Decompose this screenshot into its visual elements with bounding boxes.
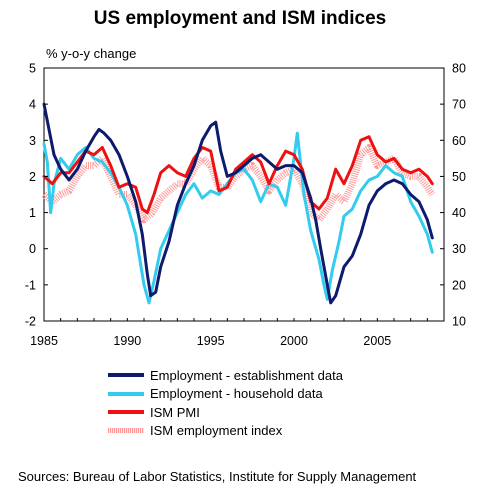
y-left-tick-label: 2 [29,170,36,184]
legend-swatch-ism-employment [108,428,144,434]
x-tick-label: 1990 [113,334,141,348]
source-note: Sources: Bureau of Labor Statistics, Ins… [18,469,417,484]
legend-item-household: Employment - household data [108,385,343,404]
y-axis-label: % y-o-y change [46,46,137,61]
y-left-tick-label: -2 [25,315,36,329]
y-right-tick-label: 20 [452,278,466,292]
y-left-tick-label: 5 [29,62,36,76]
legend-swatch-establishment [108,373,144,378]
y-right-tick-label: 80 [452,62,466,76]
x-tick-label: 2000 [280,334,308,348]
legend-swatch-household [108,391,144,396]
legend-label-household: Employment - household data [150,386,323,402]
y-right-tick-label: 40 [452,206,466,220]
y-left-tick-label: -1 [25,278,36,292]
y-right-tick-label: 60 [452,134,466,148]
series-line-employment-establishment-data [42,102,434,305]
x-tick-label: 2005 [363,334,391,348]
y-right-tick-label: 10 [452,315,466,329]
y-left-tick-label: 3 [29,134,36,148]
y-left-tick-label: 0 [29,242,36,256]
y-left-tick-label: 4 [29,98,36,112]
plot-frame [43,67,445,322]
legend-swatch-ism-pmi [108,410,144,415]
legend-item-establishment: Employment - establishment data [108,366,343,385]
y-right-tick-label: 50 [452,170,466,184]
legend-label-establishment: Employment - establishment data [150,367,343,383]
x-tick-label: 1985 [30,334,58,348]
chart-legend: Employment - establishment data Employme… [108,366,343,440]
y-left-tick-label: 1 [29,206,36,220]
legend-label-ism-pmi: ISM PMI [150,404,200,420]
x-tick-label: 1995 [197,334,225,348]
series-line-employment-household-data [42,131,434,305]
legend-label-ism-employment: ISM employment index [150,423,283,439]
legend-item-ism-pmi: ISM PMI [108,403,343,422]
series-line-ism-employment-index [41,144,436,224]
y-right-tick-label: 70 [452,98,466,112]
chart-title: US employment and ISM indices [93,8,387,29]
series-line-ism-pmi [42,135,434,215]
y-right-tick-label: 30 [452,242,466,256]
legend-item-ism-employment: ISM employment index [108,422,343,441]
